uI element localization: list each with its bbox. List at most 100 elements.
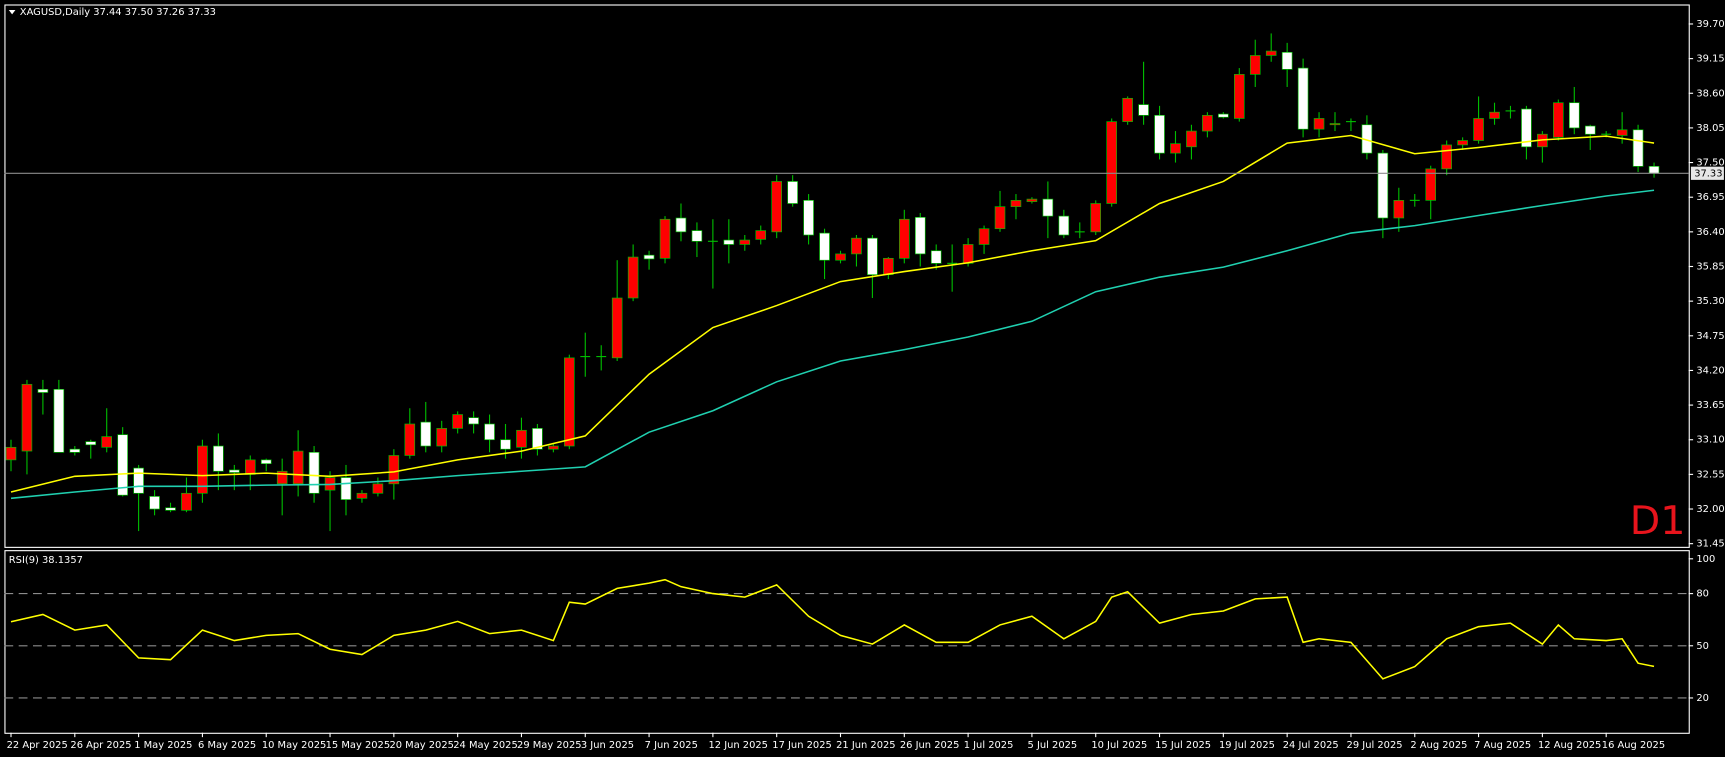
y-tick-label: 36.40 (1696, 227, 1724, 238)
candle-body (1265, 50, 1277, 56)
candle-body (1010, 200, 1022, 207)
candle-body (1154, 114, 1165, 154)
candle-body (1329, 123, 1341, 126)
rsi-panel-frame (4, 550, 1690, 734)
x-tick-label: 16 Aug 2025 (1602, 740, 1665, 751)
candle-body (181, 492, 192, 511)
x-tick-label: 26 Apr 2025 (70, 740, 131, 751)
y-tick-label: 34.75 (1696, 331, 1724, 342)
candle-body (962, 244, 974, 264)
candle-body (1425, 168, 1436, 201)
candle-body (1058, 215, 1070, 236)
y-tick-label: 20 (1696, 693, 1709, 704)
y-tick-label: 33.65 (1696, 400, 1724, 411)
y-tick-label: 39.70 (1696, 19, 1724, 30)
candle-body (1026, 198, 1038, 202)
candle-body (133, 467, 144, 494)
candle-body (883, 257, 894, 276)
indicator-line (10, 578, 1655, 680)
y-tick-label: 32.00 (1696, 504, 1724, 515)
x-tick-label: 29 May 2025 (517, 740, 581, 751)
candle-body (308, 451, 320, 494)
candle-body (1042, 198, 1054, 217)
candle-body (1186, 130, 1197, 148)
y-tick-label: 37.50 (1696, 158, 1724, 169)
candle-body (1377, 152, 1389, 219)
x-tick-label: 24 May 2025 (453, 740, 518, 751)
candle-body (388, 455, 400, 485)
x-tick-label: 24 Jul 2025 (1283, 740, 1339, 751)
candle-body (1441, 144, 1452, 170)
candle-body (1521, 108, 1532, 148)
y-tick-label: 34.20 (1696, 365, 1724, 376)
candle-body (53, 389, 65, 453)
candle-body (723, 239, 735, 245)
candle-body (978, 228, 990, 245)
candle-body (85, 441, 97, 446)
candle-body (213, 445, 224, 472)
y-tick-label: 36.95 (1696, 192, 1724, 203)
y-tick-label: 38.05 (1696, 123, 1724, 134)
candle-body (1234, 74, 1245, 119)
candle-body (37, 389, 49, 393)
candle-body (117, 434, 128, 496)
x-tick-label: 5 Jul 2025 (1028, 740, 1078, 751)
candle-body (101, 436, 112, 448)
candle-body (484, 423, 495, 441)
candle-body (197, 445, 208, 494)
candle-body (532, 428, 543, 450)
candle-body (691, 230, 703, 242)
x-tick-label: 15 May 2025 (326, 740, 391, 751)
x-tick-label: 2 Aug 2025 (1410, 740, 1467, 751)
candle-body (1297, 67, 1309, 130)
candle-body (1122, 97, 1133, 122)
candle-body (1393, 200, 1405, 219)
candle-body (356, 492, 368, 499)
candle-body (627, 256, 639, 299)
candle-body (771, 181, 782, 233)
candle-body (276, 470, 288, 485)
y-tick-label: 32.55 (1696, 469, 1724, 480)
main-panel-frame (4, 4, 1690, 548)
candle-body (755, 230, 767, 240)
candle-body (404, 423, 416, 456)
candle-body (867, 237, 878, 276)
candle-body (803, 200, 814, 236)
candle-body (1170, 143, 1181, 154)
candle-body (21, 383, 33, 452)
candle-body (548, 445, 559, 450)
candle-body (1281, 51, 1293, 70)
candle-body (819, 232, 830, 261)
candle-body (675, 217, 687, 233)
x-tick-label: 12 Aug 2025 (1538, 740, 1601, 751)
candle-body (340, 477, 352, 500)
candle-body (229, 469, 240, 473)
y-tick-label: 35.30 (1696, 296, 1724, 307)
x-tick-label: 10 Jul 2025 (1091, 740, 1147, 751)
candle-body (1090, 203, 1102, 233)
candle-body (835, 253, 846, 261)
candle-body (787, 181, 798, 204)
candle-body (244, 459, 256, 475)
candle-body (1489, 111, 1500, 119)
x-tick-label: 1 Jul 2025 (964, 740, 1014, 751)
candle-body (5, 446, 17, 461)
candle-body (930, 250, 942, 264)
candle-body (1202, 114, 1213, 132)
candle-body (1218, 113, 1229, 118)
x-tick-label: 7 Aug 2025 (1474, 740, 1531, 751)
candle-body (1584, 125, 1596, 135)
chart-title: XAGUSD,Daily 37.44 37.50 37.26 37.33 (20, 7, 216, 18)
candle-body (899, 218, 910, 259)
x-tick-label: 20 May 2025 (389, 740, 454, 751)
candle-body (1457, 140, 1468, 146)
candle-body (452, 414, 463, 429)
candle-body (739, 239, 751, 245)
y-tick-label: 50 (1696, 641, 1709, 652)
candle-body (1553, 102, 1564, 138)
x-tick-label: 6 May 2025 (198, 740, 256, 751)
candle-body (372, 483, 384, 494)
candle-body (643, 254, 655, 260)
candle-body (1632, 129, 1644, 167)
